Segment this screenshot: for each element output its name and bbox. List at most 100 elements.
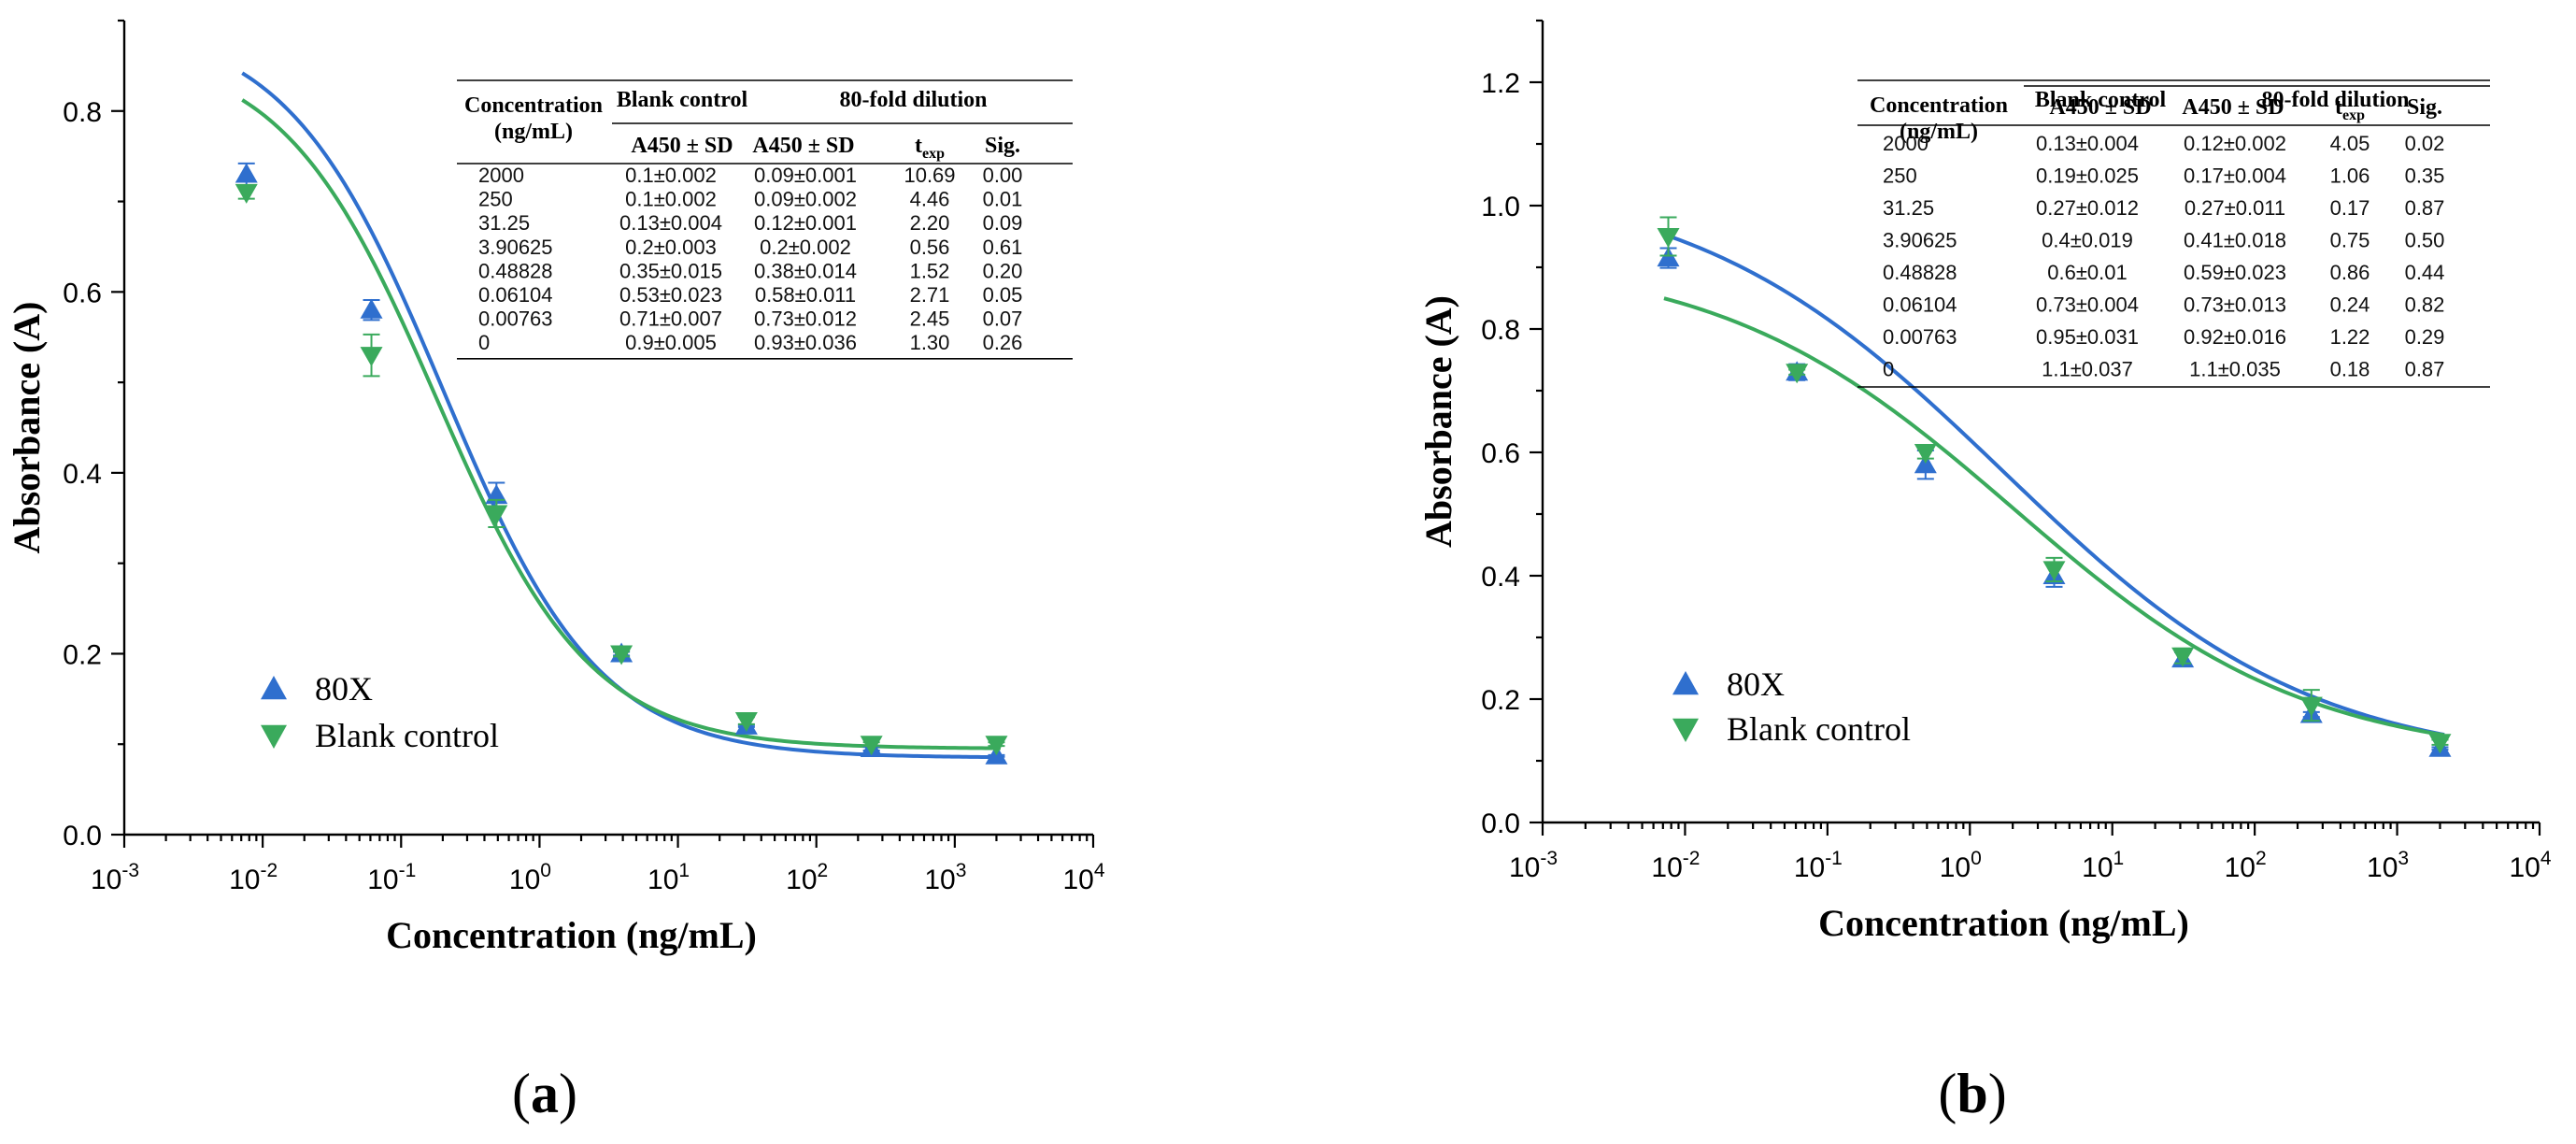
y-tick-label: 0.4 — [63, 459, 102, 490]
table-cell-concentration: 31.25 — [478, 211, 530, 235]
data-point-blank-control — [360, 347, 383, 367]
y-tick-label: 0.8 — [1481, 315, 1520, 346]
table-header-texp: texp — [2335, 95, 2365, 123]
legend-marker-blank-control — [1672, 718, 1699, 742]
table-header-concentration: Concentration — [464, 93, 603, 118]
table-header-t: t — [915, 134, 922, 158]
x-tick-label: 100 — [509, 860, 551, 895]
data-point-80x — [1657, 247, 1680, 267]
x-tick-label: 10-2 — [229, 860, 278, 895]
table-cell-a450-blank: 0.13±0.004 — [619, 211, 722, 235]
x-tick-label: 104 — [2509, 848, 2551, 883]
x-tick-base: 10 — [1651, 852, 1682, 883]
x-tick-exp: 4 — [2540, 848, 2552, 869]
x-tick-exp: -2 — [260, 860, 278, 881]
panel-label-open: ( — [1938, 1063, 1957, 1124]
table-cell-a450-blank: 0.13±0.004 — [2036, 132, 2139, 155]
x-tick-base: 10 — [1940, 852, 1971, 883]
x-tick-base: 10 — [1794, 852, 1825, 883]
x-tick-exp: 4 — [1094, 860, 1105, 881]
table-cell-concentration: 0 — [478, 331, 490, 354]
x-tick-exp: 0 — [540, 860, 551, 881]
table-cell-a450-dilution: 0.12±0.001 — [754, 211, 857, 235]
table-header-exp-sub: exp — [2342, 107, 2365, 123]
table-cell-concentration: 250 — [1883, 164, 1917, 187]
data-point-blank-control — [1914, 444, 1937, 464]
table-header-blank-control: Blank control — [2035, 88, 2167, 112]
table-cell-sig: 0.07 — [983, 307, 1023, 331]
data-point-blank-control — [235, 183, 258, 204]
table-cell-sig: 0.02 — [2405, 132, 2445, 155]
table-cell-concentration: 0.06104 — [478, 283, 553, 307]
table-header-concentration: Concentration — [1870, 93, 2008, 118]
table-cell-concentration: 3.90625 — [478, 236, 553, 259]
table-cell-texp: 0.18 — [2330, 357, 2370, 380]
table-cell-a450-dilution: 0.2±0.002 — [760, 236, 851, 259]
x-tick-label: 10-3 — [1509, 848, 1558, 883]
table-cell-texp: 10.69 — [904, 164, 955, 187]
x-tick-base: 10 — [924, 865, 955, 895]
data-point-blank-control — [2042, 561, 2066, 581]
table-cell-concentration: 31.25 — [1883, 196, 1934, 220]
table-cell-texp: 2.20 — [910, 211, 950, 235]
table-header-blank-control: Blank control — [617, 88, 748, 112]
panel-label-letter: a — [531, 1063, 559, 1124]
x-tick-base: 10 — [509, 865, 540, 895]
data-table: Concentration(ng/mL) Blank control 80-fold… — [457, 79, 1073, 360]
table-cell-concentration: 0.48828 — [478, 259, 553, 282]
y-tick-label: 1.2 — [1481, 68, 1520, 99]
table-header-t: t — [2335, 95, 2342, 120]
table-cell-a450-blank: 0.1±0.002 — [625, 164, 717, 187]
table-header-exp-sub: exp — [922, 146, 945, 162]
table-cell-sig: 0.87 — [2405, 357, 2445, 380]
table-header-a450-dilution: A450 ± SD — [752, 134, 854, 158]
table-cell-a450-dilution: 0.59±0.023 — [2184, 261, 2286, 284]
y-tick-label: 0.2 — [63, 639, 102, 670]
table-cell-texp: 0.17 — [2330, 196, 2370, 220]
chart-panel-b: 10-3 10-2 10-1 100 101 102 103 1040.00.20.40.60… — [1417, 19, 2552, 1124]
table-header-sig: Sig. — [2407, 95, 2442, 120]
x-tick-exp: -3 — [121, 860, 139, 881]
x-tick-exp: 1 — [2113, 848, 2125, 869]
x-tick-exp: 2 — [2256, 848, 2267, 869]
table-cell-concentration: 2000 — [1883, 132, 1928, 155]
table-cell-texp: 0.86 — [2330, 261, 2370, 284]
y-axis-title: Absorbance (A) — [1417, 295, 1459, 548]
panel-label: (a) — [512, 1063, 577, 1124]
x-tick-base: 10 — [1062, 865, 1093, 895]
data-point-blank-control — [2299, 696, 2323, 717]
table-cell-sig: 0.29 — [2405, 325, 2445, 349]
panel-label-close: ) — [559, 1063, 577, 1124]
x-tick-label: 10-1 — [367, 860, 416, 895]
data-point-blank-control — [1786, 364, 1809, 384]
table-cell-a450-dilution: 0.73±0.013 — [2184, 293, 2286, 316]
table-cell-a450-dilution: 0.73±0.012 — [754, 307, 857, 331]
x-tick-base: 10 — [2509, 852, 2540, 883]
table-cell-a450-dilution: 0.41±0.018 — [2184, 228, 2286, 251]
x-tick-label: 10-2 — [1651, 848, 1700, 883]
table-cell-sig: 0.05 — [983, 283, 1023, 307]
table-cell-concentration: 0.00763 — [478, 307, 553, 331]
table-header-a450-blank: A450 ± SD — [631, 134, 733, 158]
table-cell-sig: 0.35 — [2405, 164, 2445, 187]
y-tick-label: 1.0 — [1481, 192, 1520, 222]
table-header-texp: texp — [915, 134, 945, 162]
table-cell-sig: 0.87 — [2405, 196, 2445, 220]
table-cell-sig: 0.44 — [2405, 261, 2445, 284]
x-tick-label: 100 — [1940, 848, 1982, 883]
table-cell-texp: 1.06 — [2330, 164, 2370, 187]
table-cell-sig: 0.61 — [983, 236, 1023, 259]
table-cell-texp: 2.71 — [910, 283, 950, 307]
data-point-blank-control — [485, 505, 508, 525]
legend-marker-80x — [1672, 671, 1699, 695]
legend-label: 80X — [1727, 665, 1785, 703]
panel-label-letter: b — [1957, 1063, 1987, 1124]
table-cell-a450-blank: 1.1±0.037 — [2042, 357, 2133, 380]
y-tick-label: 0.6 — [63, 278, 102, 308]
x-tick-exp: 3 — [2398, 848, 2409, 869]
table-cell-a450-blank: 0.6±0.01 — [2047, 261, 2127, 284]
table-header-80-fold-dilution: 80-fold dilution — [839, 88, 987, 112]
x-tick-label: 10-3 — [91, 860, 139, 895]
panel-label: (b) — [1938, 1063, 2006, 1124]
